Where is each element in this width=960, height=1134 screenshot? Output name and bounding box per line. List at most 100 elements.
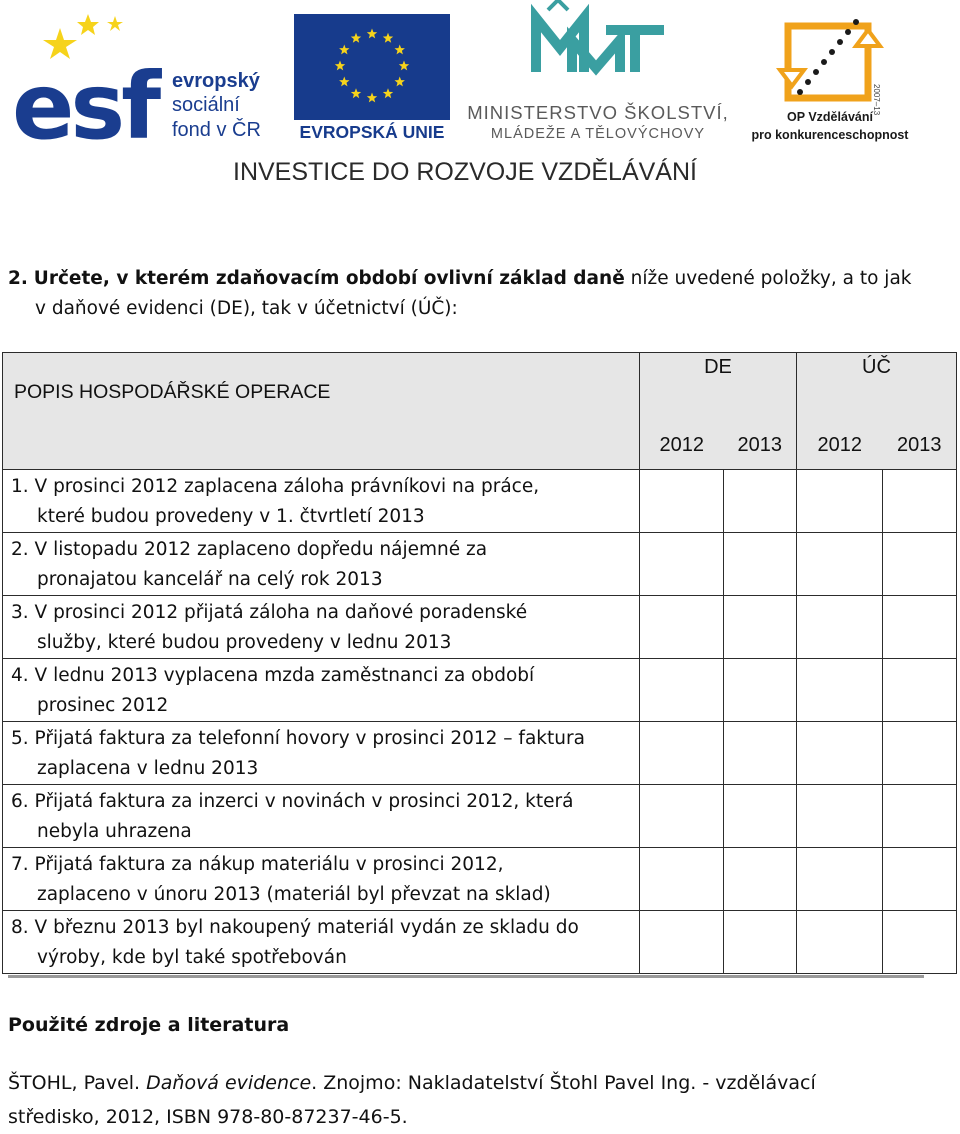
- svg-text:EVROPSKÁ UNIE: EVROPSKÁ UNIE: [300, 121, 445, 142]
- answer-cell[interactable]: [796, 595, 883, 659]
- answer-cell[interactable]: [723, 658, 797, 722]
- answer-cell[interactable]: [796, 658, 883, 722]
- svg-text:fond v ČR: fond v ČR: [172, 118, 261, 141]
- answer-cell[interactable]: [639, 595, 724, 659]
- operation-line2: pronajatou kancelář na celý rok 2013: [37, 569, 383, 590]
- operation-line2: nebyla uhrazena: [37, 821, 192, 842]
- header-description: POPIS HOSPODÁŘSKÉ OPERACE: [2, 352, 640, 470]
- operation-line2: služby, které budou provedeny v lednu 20…: [37, 632, 452, 653]
- table-row: 8. V březnu 2013 byl nakoupený materiál …: [2, 910, 957, 974]
- answer-cell[interactable]: [723, 595, 797, 659]
- table-row: 3. V prosinci 2012 přijatá záloha na daň…: [2, 595, 957, 659]
- table-row: 1. V prosinci 2012 zaplacena záloha práv…: [2, 469, 957, 533]
- operation-description: 5. Přijatá faktura za telefonní hovory v…: [2, 721, 640, 785]
- answer-cell[interactable]: [796, 532, 883, 596]
- investice-slogan: INVESTICE DO ROZVOJE VZDĚLÁVÁNÍ: [233, 158, 697, 186]
- svg-text:pro konkurenceschopnost: pro konkurenceschopnost: [752, 128, 910, 142]
- answer-cell[interactable]: [882, 469, 957, 533]
- eu-star-icon: [350, 32, 362, 43]
- answer-cell[interactable]: [639, 910, 724, 974]
- year-uc-2013: 2013: [882, 420, 957, 471]
- answer-cell[interactable]: [796, 847, 883, 911]
- answer-cell[interactable]: [723, 532, 797, 596]
- operation-line2: prosinec 2012: [37, 695, 169, 716]
- eu-star-icon: [366, 28, 378, 39]
- year-uc-2012: 2012: [796, 420, 883, 471]
- answer-cell[interactable]: [882, 847, 957, 911]
- answer-cell[interactable]: [723, 910, 797, 974]
- operation-description: 7. Přijatá faktura za nákup materiálu v …: [2, 847, 640, 911]
- op-vzdelavani-logo: 2007–13 OP Vzdělávání pro konkurencescho…: [752, 19, 910, 142]
- operation-line1: 8. V březnu 2013 byl nakoupený materiál …: [11, 917, 579, 938]
- table-row: 2. V listopadu 2012 zaplaceno dopředu ná…: [2, 532, 957, 596]
- answer-cell[interactable]: [882, 532, 957, 596]
- operation-line1: 3. V prosinci 2012 přijatá záloha na daň…: [11, 602, 528, 623]
- svg-text:sociální: sociální: [172, 94, 240, 116]
- eu-flag-logo: EVROPSKÁ UNIE: [294, 14, 450, 142]
- divider-line: [8, 975, 924, 978]
- table-year-row: 2012 2013 2012 2013: [3, 420, 957, 471]
- operation-line2: výroby, kde byl také spotřebován: [37, 947, 347, 968]
- esf-logo: esf evropský sociální fond v ČR: [12, 14, 261, 160]
- question-line2: v daňové evidenci (DE), tak v účetnictví…: [35, 298, 458, 319]
- answer-cell[interactable]: [723, 721, 797, 785]
- eu-star-icon: [382, 32, 394, 43]
- operation-line2: které budou provedeny v 1. čtvrtletí 201…: [37, 506, 425, 527]
- eu-star-icon: [350, 88, 362, 99]
- header-logos: esf evropský sociální fond v ČR EVROPSKÁ…: [0, 0, 960, 200]
- answer-cell[interactable]: [639, 721, 724, 785]
- answer-cell[interactable]: [796, 910, 883, 974]
- answer-cell[interactable]: [882, 595, 957, 659]
- header-uc: ÚČ: [796, 352, 957, 421]
- citation-rest: . Znojmo: Nakladatelství Štohl Pavel Ing…: [311, 1072, 816, 1094]
- svg-text:OP Vzdělávání: OP Vzdělávání: [787, 110, 873, 124]
- answer-cell[interactable]: [639, 784, 724, 848]
- sources-citation: ŠTOHL, Pavel. Daňová evidence. Znojmo: N…: [8, 1066, 928, 1134]
- answer-cell[interactable]: [639, 658, 724, 722]
- svg-text:evropský: evropský: [172, 70, 261, 92]
- table-row: 5. Přijatá faktura za telefonní hovory v…: [2, 721, 957, 785]
- year-de-2012: 2012: [639, 420, 724, 471]
- operation-description: 4. V lednu 2013 vyplacena mzda zaměstnan…: [2, 658, 640, 722]
- answer-cell[interactable]: [723, 469, 797, 533]
- citation-line2: středisko, 2012, ISBN 978-80-87237-46-5.: [8, 1106, 408, 1128]
- eu-star-icon: [394, 44, 405, 55]
- eu-star-icon: [394, 76, 405, 87]
- eu-star-icon: [339, 44, 350, 55]
- answer-cell[interactable]: [796, 721, 883, 785]
- operations-table: POPIS HOSPODÁŘSKÉ OPERACE DE ÚČ 2012 201…: [2, 352, 957, 974]
- answer-cell[interactable]: [796, 784, 883, 848]
- svg-text:MLÁDEŽE A TĚLOVÝCHOVY: MLÁDEŽE A TĚLOVÝCHOVY: [491, 125, 705, 142]
- sources-heading: Použité zdroje a literatura: [8, 1014, 290, 1036]
- answer-cell[interactable]: [639, 532, 724, 596]
- operation-line1: 2. V listopadu 2012 zaplaceno dopředu ná…: [11, 539, 488, 560]
- eu-star-icon: [398, 60, 410, 71]
- answer-cell[interactable]: [882, 910, 957, 974]
- answer-cell[interactable]: [639, 847, 724, 911]
- operation-description: 1. V prosinci 2012 zaplacena záloha práv…: [2, 469, 640, 533]
- answer-cell[interactable]: [882, 721, 957, 785]
- question-bold: Určete, v kterém zdaňovacím období ovliv…: [33, 268, 625, 289]
- eu-star-icon: [334, 60, 346, 71]
- operation-line1: 4. V lednu 2013 vyplacena mzda zaměstnan…: [11, 665, 535, 686]
- eu-star-icon: [366, 92, 378, 103]
- answer-cell[interactable]: [639, 469, 724, 533]
- svg-text:2007–13: 2007–13: [872, 84, 881, 116]
- answer-cell[interactable]: [882, 784, 957, 848]
- operation-line1: 6. Přijatá faktura za inzerci v novinách…: [11, 791, 574, 812]
- operation-line1: 5. Přijatá faktura za telefonní hovory v…: [11, 728, 585, 749]
- answer-cell[interactable]: [723, 784, 797, 848]
- question-text: 2. Určete, v kterém zdaňovacím období ov…: [8, 264, 938, 324]
- table-row: 4. V lednu 2013 vyplacena mzda zaměstnan…: [2, 658, 957, 722]
- answer-cell[interactable]: [882, 658, 957, 722]
- citation-title: Daňová evidence: [146, 1072, 312, 1094]
- operation-line2: zaplacena v lednu 2013: [37, 758, 259, 779]
- answer-cell[interactable]: [723, 847, 797, 911]
- header-de: DE: [639, 352, 797, 421]
- operation-line2: zaplaceno v únoru 2013 (materiál byl pře…: [37, 884, 551, 905]
- operation-description: 3. V prosinci 2012 přijatá záloha na daň…: [2, 595, 640, 659]
- logo-strip: esf evropský sociální fond v ČR EVROPSKÁ…: [12, 0, 910, 160]
- operation-description: 2. V listopadu 2012 zaplaceno dopředu ná…: [2, 532, 640, 596]
- question-rest: níže uvedené položky, a to jak: [624, 268, 912, 289]
- answer-cell[interactable]: [796, 469, 883, 533]
